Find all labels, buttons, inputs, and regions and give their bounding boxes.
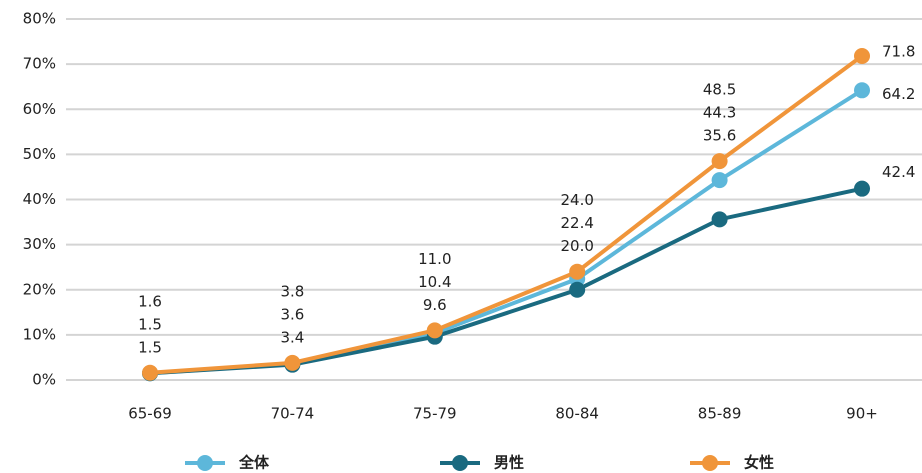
value-label: 1.5	[138, 338, 162, 356]
value-label: 35.6	[703, 127, 736, 145]
value-label: 1.5	[138, 315, 162, 333]
series-line	[149, 54, 864, 375]
x-tick-label: 90+	[846, 405, 878, 423]
y-tick-label: 10%	[23, 325, 56, 343]
data-point	[854, 180, 870, 197]
value-label: 20.0	[560, 237, 593, 255]
x-tick-label: 70-74	[271, 405, 315, 423]
y-tick-label: 60%	[23, 100, 56, 118]
value-label: 11.0	[418, 250, 451, 268]
value-label: 22.4	[560, 214, 593, 232]
data-point	[569, 281, 586, 298]
y-tick-label: 80%	[23, 10, 56, 28]
y-tick-label: 0%	[32, 371, 56, 389]
legend-label: 全体	[238, 454, 270, 472]
data-point	[854, 82, 870, 99]
x-tick-label: 75-79	[413, 405, 457, 423]
legend-label: 男性	[494, 454, 524, 472]
value-label: 24.0	[560, 191, 593, 209]
value-label: 1.6	[138, 292, 162, 310]
x-tick-label: 80-84	[555, 405, 599, 423]
value-label: 64.2	[882, 85, 915, 103]
value-label: 3.8	[280, 282, 304, 300]
data-point	[711, 172, 728, 189]
data-point	[142, 364, 158, 381]
value-label: 10.4	[418, 273, 451, 291]
value-label: 42.4	[882, 163, 915, 181]
data-point	[854, 48, 870, 65]
x-tick-label: 85-89	[698, 405, 742, 423]
y-tick-label: 20%	[23, 280, 56, 298]
y-tick-label: 50%	[23, 145, 56, 163]
data-point	[284, 354, 301, 371]
value-label: 71.8	[882, 43, 915, 61]
legend-label: 女性	[744, 454, 774, 472]
data-point	[711, 211, 728, 228]
data-point	[711, 153, 728, 170]
series-line	[149, 186, 863, 376]
value-label: 48.5	[703, 81, 736, 99]
value-label: 3.6	[280, 305, 304, 323]
legend-marker	[197, 455, 213, 471]
y-tick-label: 70%	[23, 55, 56, 73]
data-point	[569, 263, 586, 280]
legend-marker	[702, 455, 718, 471]
data-point	[426, 322, 443, 339]
legend-marker	[452, 455, 468, 471]
y-tick-label: 40%	[23, 190, 56, 208]
y-tick-label: 30%	[23, 235, 56, 253]
value-label: 9.6	[423, 296, 447, 314]
value-label: 44.3	[703, 104, 736, 122]
x-tick-label: 65-69	[128, 405, 172, 423]
value-label: 3.4	[280, 328, 304, 346]
